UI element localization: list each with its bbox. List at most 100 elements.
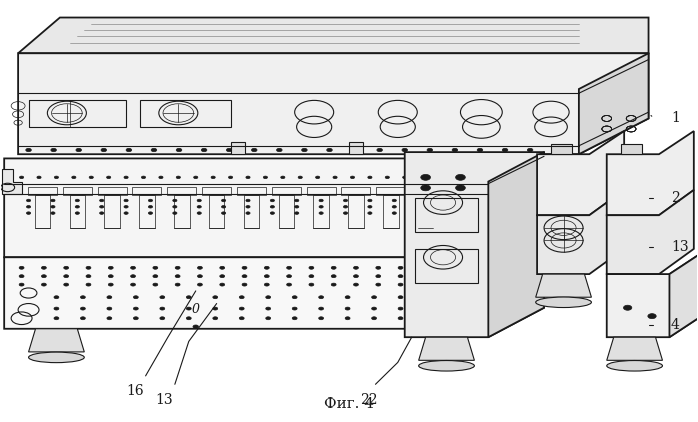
Circle shape	[197, 206, 201, 208]
Circle shape	[266, 307, 271, 310]
Circle shape	[276, 148, 282, 151]
Bar	[104, 195, 120, 228]
Bar	[209, 195, 225, 228]
Circle shape	[477, 148, 483, 151]
Polygon shape	[18, 53, 648, 154]
Bar	[28, 187, 57, 195]
Circle shape	[107, 307, 112, 310]
Bar	[168, 187, 196, 195]
Circle shape	[54, 307, 59, 310]
Text: 4: 4	[671, 318, 680, 332]
Circle shape	[295, 206, 299, 208]
Circle shape	[346, 307, 350, 310]
Circle shape	[343, 212, 348, 214]
Circle shape	[76, 148, 82, 151]
Circle shape	[648, 314, 656, 319]
Ellipse shape	[419, 360, 475, 371]
Circle shape	[124, 206, 128, 208]
Circle shape	[100, 212, 104, 214]
Circle shape	[452, 148, 458, 151]
Bar	[411, 187, 440, 195]
Circle shape	[456, 185, 466, 191]
Bar	[70, 195, 85, 228]
Circle shape	[242, 266, 247, 269]
Circle shape	[198, 283, 202, 286]
Circle shape	[149, 206, 153, 208]
Circle shape	[281, 176, 285, 179]
Circle shape	[213, 296, 218, 299]
Circle shape	[108, 275, 113, 278]
Circle shape	[441, 206, 445, 208]
Circle shape	[242, 283, 247, 286]
Circle shape	[371, 296, 376, 299]
Circle shape	[246, 176, 250, 179]
Circle shape	[295, 199, 299, 202]
Circle shape	[107, 176, 111, 179]
Circle shape	[350, 176, 355, 179]
Bar	[133, 187, 161, 195]
Circle shape	[398, 283, 403, 286]
Circle shape	[246, 212, 250, 214]
Circle shape	[41, 266, 46, 269]
Circle shape	[220, 283, 225, 286]
Bar	[237, 187, 266, 195]
Polygon shape	[669, 249, 698, 337]
Circle shape	[427, 148, 433, 151]
Polygon shape	[4, 158, 544, 257]
Circle shape	[346, 296, 350, 299]
Circle shape	[220, 275, 225, 278]
Circle shape	[19, 266, 24, 269]
Circle shape	[37, 176, 41, 179]
Bar	[349, 142, 363, 154]
Circle shape	[211, 176, 215, 179]
Circle shape	[319, 212, 323, 214]
Bar	[279, 195, 294, 228]
Bar	[140, 100, 230, 127]
Circle shape	[72, 176, 76, 179]
Circle shape	[100, 199, 104, 202]
Circle shape	[287, 283, 292, 286]
Circle shape	[176, 148, 181, 151]
Circle shape	[75, 206, 80, 208]
Circle shape	[270, 199, 274, 202]
Bar	[174, 195, 190, 228]
Circle shape	[398, 266, 403, 269]
Circle shape	[376, 275, 380, 278]
Circle shape	[421, 174, 431, 180]
Bar	[272, 187, 301, 195]
Circle shape	[100, 206, 104, 208]
Circle shape	[392, 199, 396, 202]
Circle shape	[107, 296, 112, 299]
Circle shape	[197, 199, 201, 202]
Circle shape	[19, 283, 24, 286]
Circle shape	[86, 266, 91, 269]
Circle shape	[287, 275, 292, 278]
Circle shape	[346, 317, 350, 320]
Circle shape	[131, 266, 135, 269]
Circle shape	[417, 206, 421, 208]
Circle shape	[377, 148, 383, 151]
Ellipse shape	[535, 297, 591, 308]
Circle shape	[503, 148, 508, 151]
Bar	[230, 142, 244, 154]
Polygon shape	[4, 257, 489, 329]
Polygon shape	[579, 53, 648, 154]
Bar	[418, 195, 433, 228]
Circle shape	[64, 283, 68, 286]
Polygon shape	[489, 152, 544, 337]
Polygon shape	[2, 169, 22, 194]
Bar	[383, 195, 399, 228]
Bar	[376, 187, 406, 195]
Circle shape	[246, 206, 250, 208]
Bar	[313, 195, 329, 228]
Circle shape	[441, 212, 445, 214]
Circle shape	[151, 148, 157, 151]
Circle shape	[456, 174, 466, 180]
Circle shape	[221, 206, 225, 208]
Circle shape	[438, 176, 442, 179]
Circle shape	[124, 199, 128, 202]
Circle shape	[239, 307, 244, 310]
Circle shape	[298, 176, 302, 179]
Circle shape	[332, 266, 336, 269]
Circle shape	[160, 307, 165, 310]
